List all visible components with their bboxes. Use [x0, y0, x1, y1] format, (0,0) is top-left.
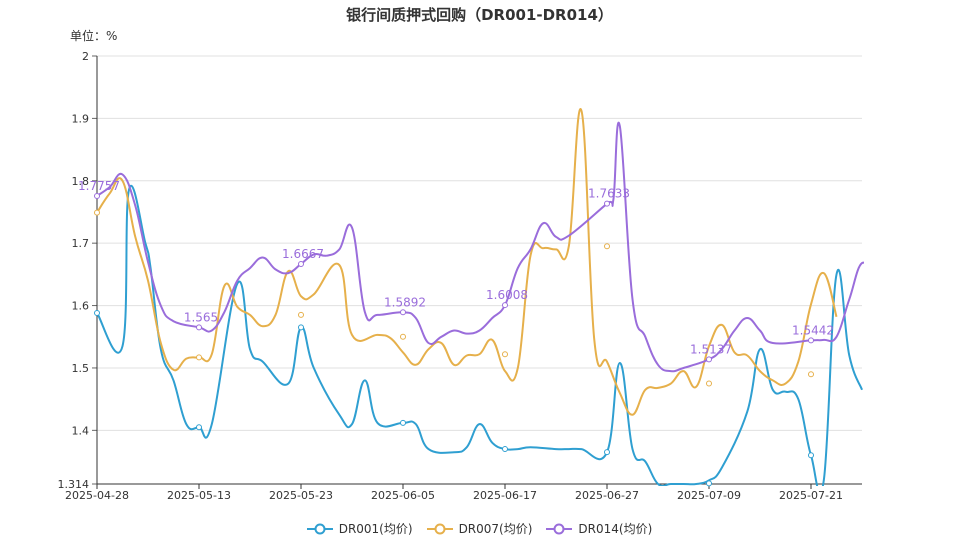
- legend-item-dr001[interactable]: DR001(均价): [306, 520, 413, 537]
- data-point: [502, 446, 508, 453]
- data-point: [808, 337, 814, 344]
- data-label: 1.565: [184, 310, 218, 324]
- x-tick-label: 2025-06-05: [371, 489, 435, 502]
- x-tick-label: 2025-07-21: [779, 489, 843, 502]
- series-line-3: [97, 121, 864, 373]
- x-tick-label: 2025-05-23: [269, 489, 333, 502]
- data-point: [94, 209, 100, 216]
- legend-item-dr007[interactable]: DR007(均价): [426, 520, 533, 537]
- legend-label: DR007(均价): [458, 522, 533, 536]
- series-line-2: [97, 108, 838, 416]
- y-tick-label: 2: [82, 50, 89, 63]
- data-point: [400, 419, 406, 426]
- y-tick-label: 1.8: [72, 175, 90, 188]
- data-point: [400, 309, 406, 316]
- y-tick-label: 1.314: [58, 478, 90, 491]
- data-point: [502, 302, 508, 309]
- x-tick-label: 2025-04-28: [65, 489, 129, 502]
- data-label: 1.7633: [588, 187, 630, 201]
- data-point: [604, 243, 610, 250]
- data-point: [502, 351, 508, 358]
- data-point: [808, 371, 814, 378]
- data-point: [706, 356, 712, 363]
- x-tick-label: 2025-05-13: [167, 489, 231, 502]
- x-tick-label: 2025-06-27: [575, 489, 639, 502]
- data-point: [706, 480, 712, 487]
- legend-line-icon: [306, 523, 333, 534]
- data-point: [196, 424, 202, 431]
- y-tick-label: 1.6: [72, 300, 90, 313]
- data-point: [706, 380, 712, 387]
- legend-line-icon: [426, 523, 453, 534]
- data-label: 1.5442: [792, 323, 834, 337]
- data-point: [196, 354, 202, 361]
- x-tick-label: 2025-06-17: [473, 489, 537, 502]
- y-tick-label: 1.4: [72, 424, 90, 437]
- legend-line-icon: [546, 523, 573, 534]
- data-point: [196, 324, 202, 331]
- y-tick-label: 1.5: [72, 362, 90, 375]
- unit-label: 单位：%: [70, 29, 118, 43]
- data-point: [94, 310, 100, 317]
- series-line-1: [97, 185, 863, 486]
- data-point: [298, 260, 304, 267]
- data-point: [298, 324, 304, 331]
- legend-item-dr014[interactable]: DR014(均价): [546, 520, 652, 537]
- data-point: [400, 333, 406, 340]
- data-point: [94, 192, 100, 199]
- x-tick-label: 2025-07-09: [677, 489, 741, 502]
- legend: DR001(均价) DR007(均价) DR014(均价): [0, 520, 959, 537]
- data-point: [604, 449, 610, 456]
- data-label: 1.6667: [282, 247, 324, 261]
- data-label: 1.5892: [384, 295, 426, 309]
- data-point: [298, 311, 304, 318]
- y-tick-label: 1.7: [72, 237, 90, 250]
- chart-title: 银行间质押式回购（DR001-DR014）: [346, 6, 613, 24]
- data-label: 1.6008: [486, 288, 528, 302]
- data-label: 1.7757: [78, 179, 120, 193]
- y-tick-label: 1.9: [72, 112, 90, 125]
- legend-label: DR001(均价): [338, 522, 413, 536]
- data-point: [604, 200, 610, 207]
- legend-label: DR014(均价): [578, 522, 653, 536]
- data-label: 1.5137: [690, 342, 732, 356]
- data-point: [808, 452, 814, 459]
